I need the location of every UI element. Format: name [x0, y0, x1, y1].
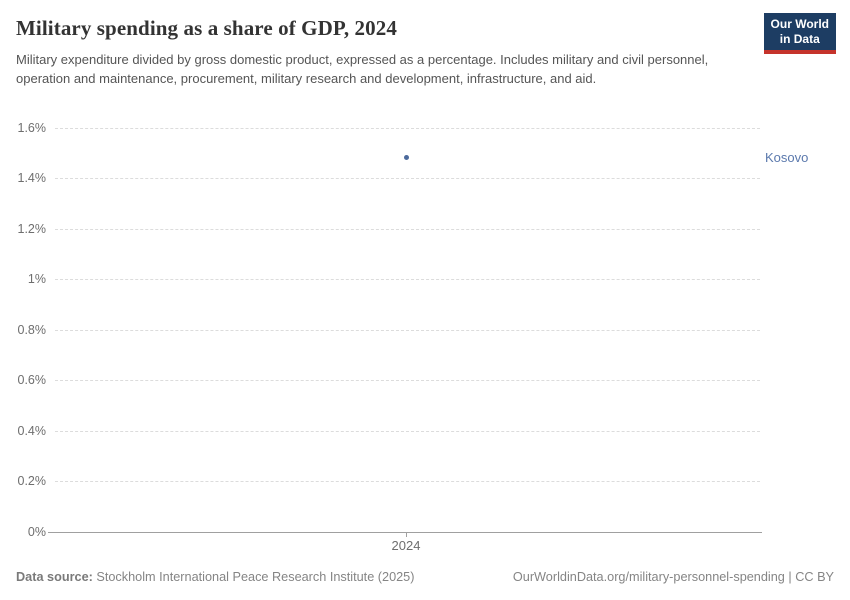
y-axis-tick-label: 1.6%: [17, 120, 47, 135]
y-axis-tick-label: 0.8%: [17, 322, 47, 337]
y-gridline: [55, 380, 760, 382]
y-axis-tick-label: 1.2%: [17, 221, 47, 236]
y-gridline: [55, 127, 760, 129]
y-gridline: [55, 178, 760, 180]
license-label: CC BY: [795, 570, 834, 584]
y-axis-tick-label: 0%: [27, 525, 46, 539]
y-gridline: [55, 228, 760, 230]
y-gridline: [55, 329, 760, 331]
entity-label-kosovo[interactable]: Kosovo: [765, 149, 809, 165]
owid-logo[interactable]: Our World in Data: [763, 13, 836, 54]
data-source-note: Data source: Stockholm International Pea…: [16, 569, 414, 585]
y-gridline: [55, 430, 760, 432]
owid-logo-line1: Our World: [770, 17, 829, 31]
data-point-kosovo[interactable]: [403, 155, 409, 161]
owid-logo-line2: in Data: [779, 32, 820, 46]
y-axis-tick-label: 0.4%: [17, 423, 47, 438]
chart-footer: Data source: Stockholm International Pea…: [16, 569, 834, 585]
data-source-label: Data source:: [16, 570, 93, 584]
x-axis-tick-label: 2024: [391, 538, 421, 553]
y-axis-tick-label: 0.2%: [17, 474, 47, 489]
y-gridline: [55, 481, 760, 483]
chart-subtitle: Military expenditure divided by gross do…: [16, 52, 709, 86]
y-gridline: [55, 279, 760, 281]
data-source-text: Stockholm International Peace Research I…: [96, 570, 415, 584]
footer-attribution: OurWorldinData.org/military-personnel-sp…: [513, 569, 834, 585]
owid-url-link[interactable]: OurWorldinData.org/military-personnel-sp…: [512, 570, 785, 584]
y-axis-tick-label: 0.6%: [17, 373, 47, 388]
x-axis-line: [48, 532, 762, 533]
y-axis-tick-label: 1%: [27, 272, 46, 287]
y-axis-tick-label: 1.4%: [17, 171, 47, 186]
footer-separator: |: [784, 570, 796, 584]
x-axis-tick: [406, 532, 407, 537]
chart-title: Military spending as a share of GDP, 202…: [16, 16, 397, 40]
